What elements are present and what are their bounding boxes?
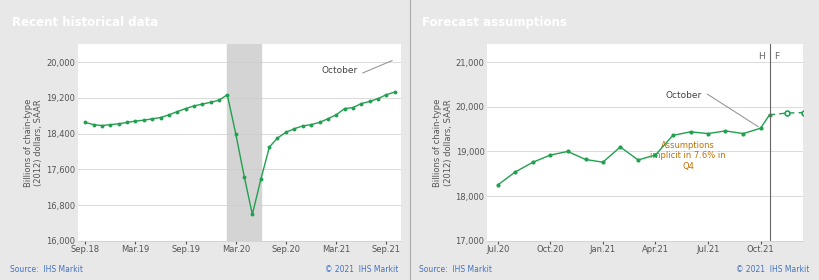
Text: Assumptions
implicit in 7.6% in
Q4: Assumptions implicit in 7.6% in Q4: [650, 141, 726, 171]
Text: F: F: [774, 52, 779, 61]
Text: October: October: [321, 60, 392, 75]
Bar: [227, 44, 261, 241]
Y-axis label: Billions of chain-type
(2012) dollars, SAAR: Billions of chain-type (2012) dollars, S…: [24, 98, 43, 187]
Text: © 2021  IHS Markit: © 2021 IHS Markit: [325, 265, 399, 274]
Text: Source:  IHS Markit: Source: IHS Markit: [419, 265, 492, 274]
Text: © 2021  IHS Markit: © 2021 IHS Markit: [735, 265, 809, 274]
Text: Recent historical data: Recent historical data: [12, 16, 159, 29]
Text: Source:  IHS Markit: Source: IHS Markit: [10, 265, 83, 274]
Text: October: October: [666, 91, 758, 127]
Y-axis label: Billions of chain-type
(2012) dollars, SAAR: Billions of chain-type (2012) dollars, S…: [433, 98, 453, 187]
Text: Forecast assumptions: Forecast assumptions: [422, 16, 567, 29]
Text: H: H: [758, 52, 765, 61]
